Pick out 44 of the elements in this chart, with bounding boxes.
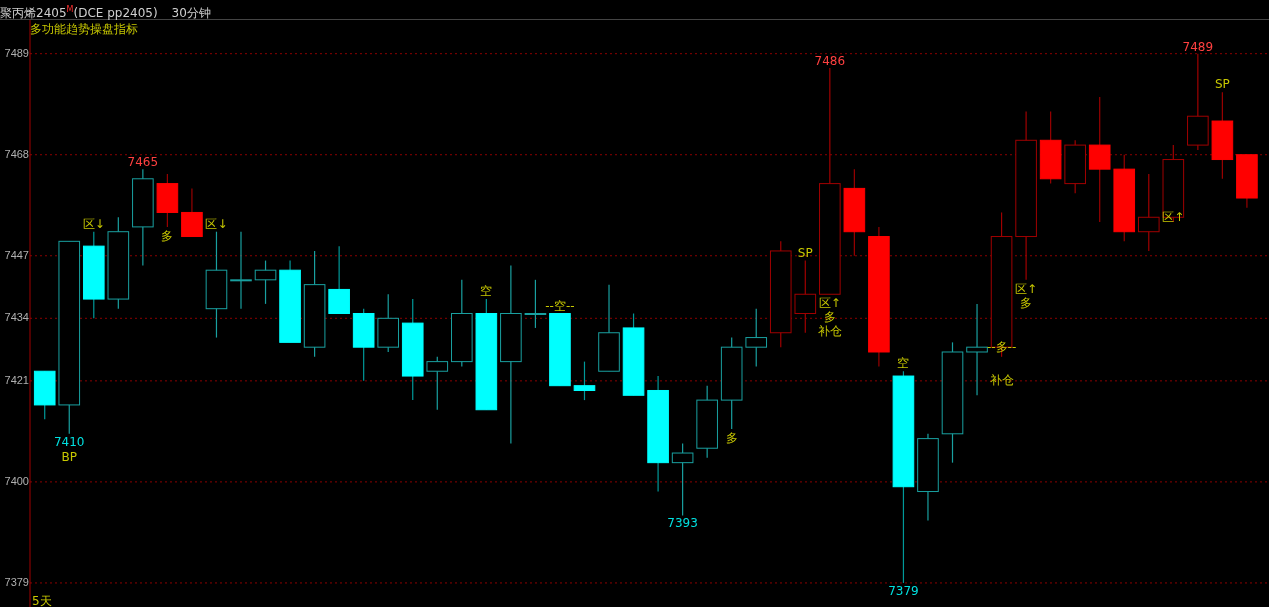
y-tick-label: 7434 — [4, 311, 29, 324]
annotation: 7465 — [127, 155, 159, 170]
annotation: 7410 — [53, 434, 85, 449]
annotation: 区↓ — [82, 216, 105, 231]
annotation: --空-- — [545, 298, 575, 313]
candlestick — [573, 361, 596, 401]
chart-subtitle: 多功能趋势操盘指标 — [30, 21, 138, 38]
y-tick-label: 7468 — [4, 147, 29, 160]
y-tick-label: 7379 — [4, 575, 29, 588]
y-tick-label: 7400 — [4, 474, 29, 487]
y-tick-label: 7489 — [4, 46, 29, 59]
annotation: 7486 — [814, 54, 846, 69]
candlestick — [254, 259, 277, 305]
candlestick — [524, 279, 547, 329]
annotation: 5天 — [32, 594, 52, 607]
candlestick — [966, 303, 988, 396]
annotation: 多 — [823, 310, 836, 325]
annotation: 30分钟 — [171, 6, 211, 20]
annotation: 区↑ — [1015, 281, 1038, 296]
annotation: 7379 — [888, 583, 919, 598]
candlestick — [426, 356, 449, 411]
annotation: 多 — [1020, 295, 1033, 310]
annotation: 补仓 — [989, 372, 1014, 387]
annotation: 区↓ — [205, 216, 228, 231]
annotation: 补仓 — [817, 324, 842, 339]
y-tick-label: 7421 — [4, 373, 29, 386]
annotation: 7393 — [667, 516, 698, 531]
annotation: 区↑ — [818, 296, 841, 311]
annotation: BP — [61, 449, 77, 464]
annotation: 空 — [480, 284, 493, 299]
annotation: 多 — [161, 228, 174, 243]
y-tick-label: 7447 — [4, 248, 29, 261]
candlestick — [745, 308, 768, 368]
candlestick — [230, 231, 252, 310]
candlestick — [794, 259, 817, 334]
annotation: --多-- — [986, 339, 1017, 354]
annotation: SP — [1214, 77, 1230, 92]
annotation: SP — [797, 245, 813, 260]
annotation: 空 — [897, 356, 910, 371]
annotation: 7489 — [1182, 39, 1214, 54]
chart-title: 聚丙烯2405$^{M}$(DCE pp2405) — [0, 5, 158, 20]
candlestick — [1137, 173, 1160, 252]
candlestick — [671, 442, 694, 517]
annotation: 多 — [725, 430, 738, 445]
